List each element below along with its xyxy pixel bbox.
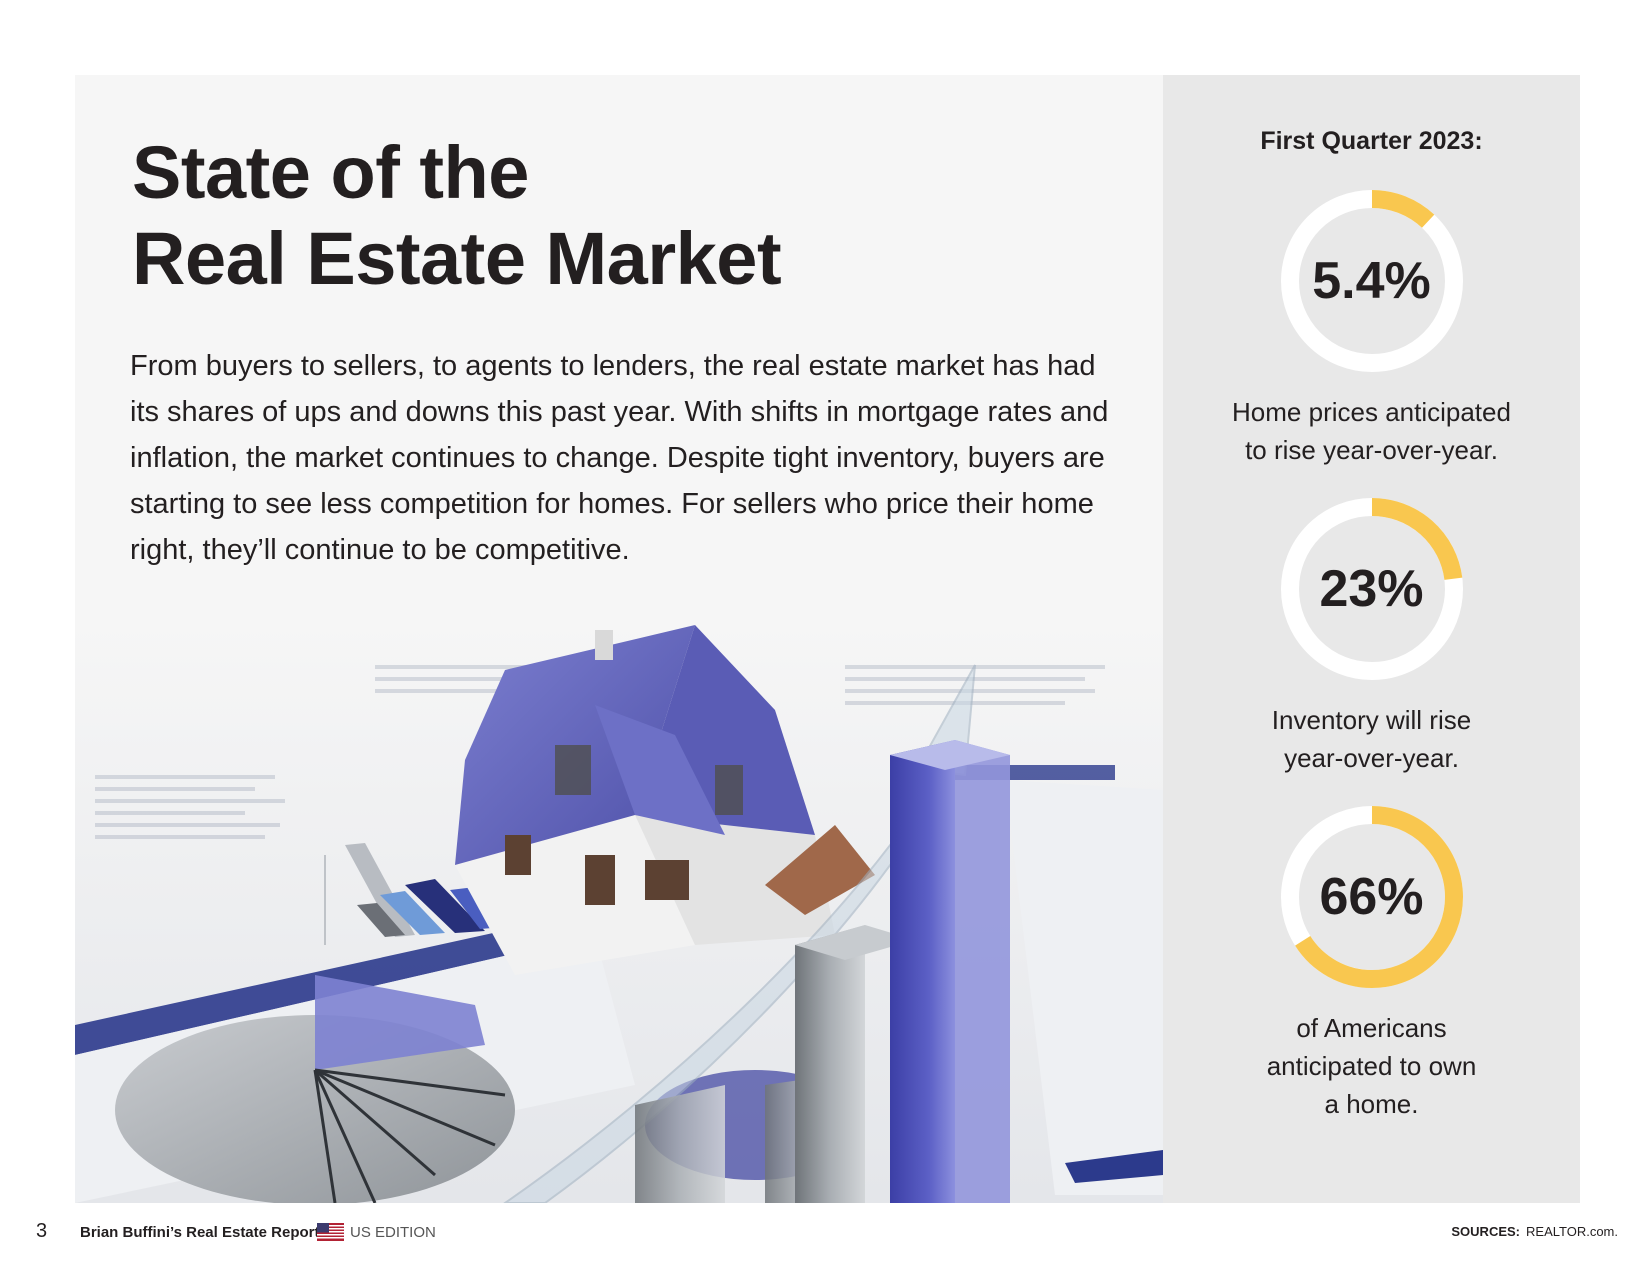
page-card: State of the Real Estate Market From buy… <box>75 75 1580 1203</box>
stat-value: 5.4% <box>1312 252 1431 310</box>
page-footer: 3 Brian Buffini’s Real Estate Report US … <box>0 1220 1650 1252</box>
intro-paragraph: From buyers to sellers, to agents to len… <box>130 350 1109 566</box>
stat-value: 23% <box>1319 560 1424 618</box>
stat-ring: 66% <box>1272 797 1472 997</box>
stat-caption-line: Home prices anticipated <box>1232 397 1511 427</box>
stat-ring: 23% <box>1272 489 1472 689</box>
page-number: 3 <box>36 1220 48 1242</box>
house-model <box>455 625 875 975</box>
page-title-line-1: State of the <box>132 131 529 214</box>
stat-caption-line: a home. <box>1324 1089 1419 1119</box>
stat-caption-line: of Americans <box>1296 1013 1447 1043</box>
sources-label: SOURCES: <box>1451 1224 1521 1239</box>
stat-caption: Home prices anticipated to rise year-ove… <box>1163 393 1580 469</box>
progress-ring-icon <box>1280 498 1463 680</box>
stat-ring: 5.4% <box>1272 181 1472 381</box>
stat-home-prices: 5.4% Home prices anticipated to rise yea… <box>1163 181 1580 469</box>
stat-inventory: 23% Inventory will rise year-over-year. <box>1163 489 1580 777</box>
house-chart-illustration <box>75 615 1163 1203</box>
sources-value: REALTOR.com. <box>1526 1224 1618 1239</box>
stat-caption-line: Inventory will rise <box>1271 705 1472 735</box>
stats-sidebar: First Quarter 2023: 5.4% Home prices ant… <box>1163 75 1580 1203</box>
bar-chart-model <box>635 740 1010 1203</box>
edition-label: US EDITION <box>350 1224 436 1241</box>
stat-caption-line: to rise year-over-year. <box>1245 435 1498 465</box>
stat-value: 66% <box>1319 868 1424 926</box>
pie-chart-model <box>115 975 515 1203</box>
stat-caption-line: year-over-year. <box>1284 743 1459 773</box>
sources-credit: SOURCES: REALTOR.com. <box>1451 1224 1618 1239</box>
stat-caption: of Americans anticipated to own a home. <box>1163 1009 1580 1123</box>
page-title: State of the Real Estate Market <box>132 130 782 302</box>
growth-arrow <box>503 664 976 1203</box>
progress-ring-icon <box>1280 806 1463 988</box>
stat-homeownership: 66% of Americans anticipated to own a ho… <box>1163 797 1580 1123</box>
us-flag-icon <box>317 1223 344 1241</box>
stat-caption: Inventory will rise year-over-year. <box>1163 701 1580 777</box>
stat-caption-line: anticipated to own <box>1266 1051 1477 1081</box>
page-title-line-2: Real Estate Market <box>132 217 782 300</box>
main-panel: State of the Real Estate Market From buy… <box>75 75 1163 1203</box>
report-title: Brian Buffini’s Real Estate Report <box>80 1224 320 1241</box>
progress-ring-icon <box>1280 190 1463 372</box>
quarter-heading: First Quarter 2023: <box>1260 127 1483 155</box>
